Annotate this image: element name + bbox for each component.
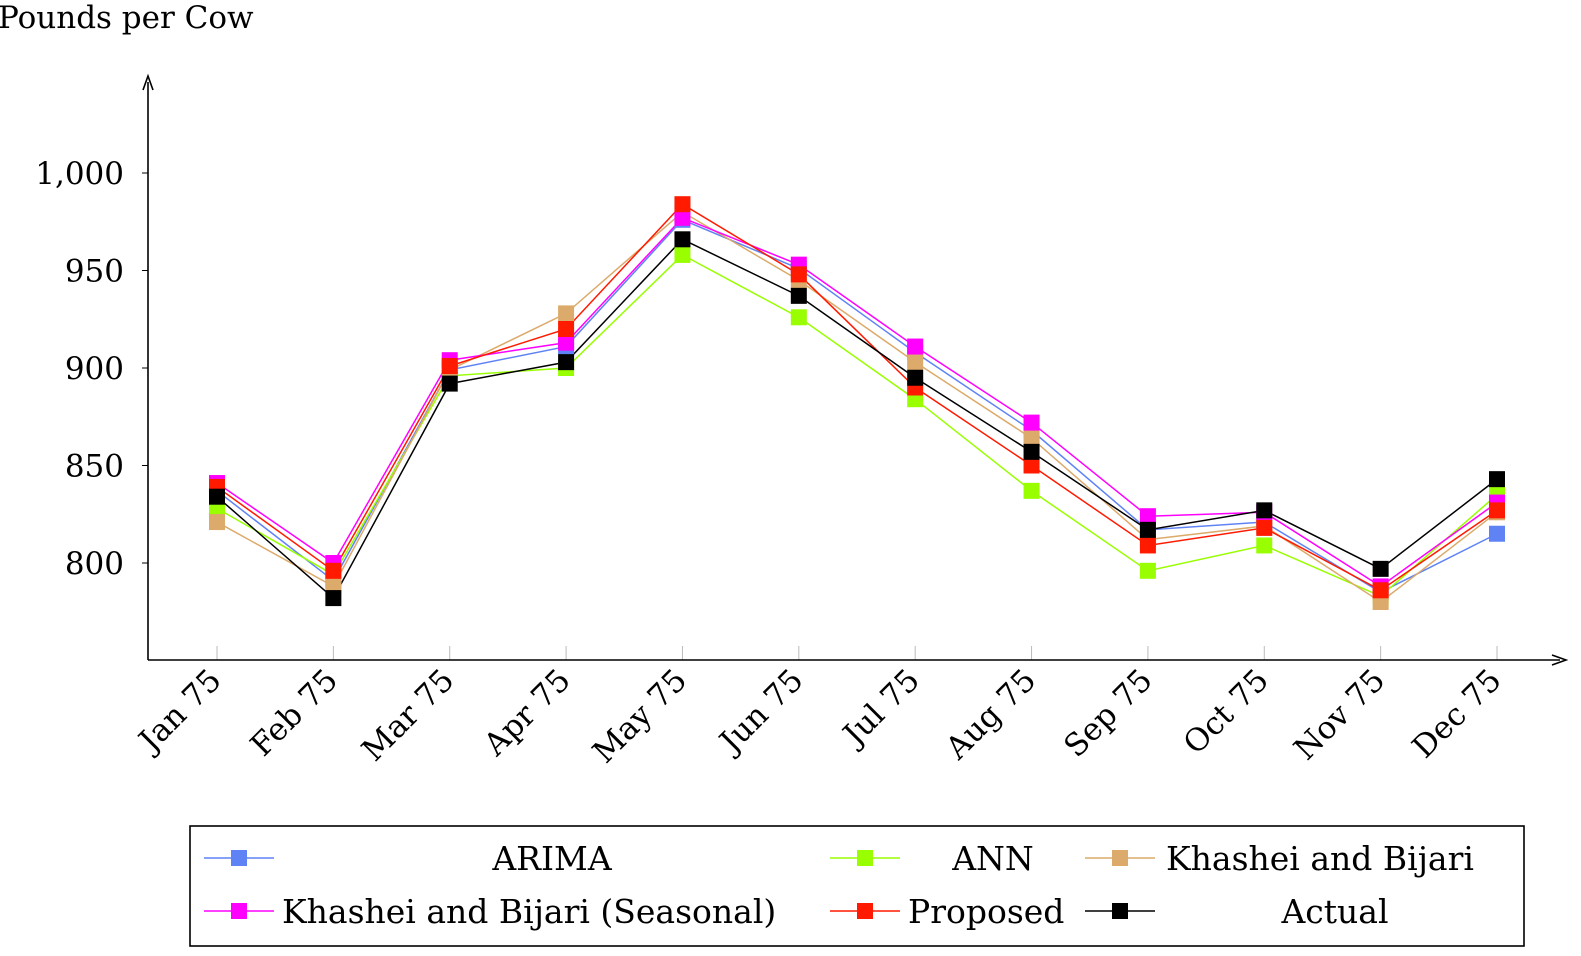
data-point	[325, 562, 342, 579]
data-point	[1372, 560, 1389, 577]
data-point	[1023, 457, 1040, 474]
series-line-1	[216, 253, 1498, 598]
x-tick-label: Jul 75	[834, 662, 926, 754]
legend-box	[189, 825, 1525, 947]
legend-label: Khashei and Bijari	[1166, 839, 1474, 878]
data-point	[790, 287, 807, 304]
x-tick-label: Dec 75	[1406, 662, 1509, 765]
series-line-5	[216, 238, 1498, 600]
data-point	[1139, 521, 1156, 538]
legend-marker	[231, 903, 247, 919]
data-point	[325, 590, 342, 607]
y-tick-label: 800	[65, 546, 124, 582]
legend-marker	[1112, 850, 1128, 866]
data-point	[1023, 414, 1040, 431]
data-point	[441, 375, 458, 392]
y-tick-label: 950	[65, 254, 124, 290]
series-line-3	[216, 216, 1498, 588]
legend-label: ARIMA	[491, 839, 613, 878]
series-line-4	[216, 203, 1498, 592]
data-point	[558, 321, 575, 337]
y-tick-label: 1,000	[35, 156, 124, 192]
data-point	[674, 209, 691, 226]
data-point	[1023, 443, 1040, 460]
data-point	[1256, 519, 1273, 536]
x-tick-label: Oct 75	[1177, 662, 1276, 761]
series-line-0	[216, 218, 1498, 594]
x-axis-arrow	[1551, 654, 1569, 666]
x-tick-label: Aug 75	[938, 662, 1043, 767]
x-tick-label: Sep 75	[1057, 662, 1159, 764]
data-point	[1139, 537, 1156, 554]
data-point	[1023, 482, 1040, 499]
legend-marker	[857, 903, 873, 919]
data-point	[907, 369, 924, 386]
x-tick-label: Jan 75	[130, 662, 228, 760]
legend-label: Khashei and Bijari (Seasonal)	[282, 892, 776, 931]
legend-marker	[231, 850, 247, 866]
data-point	[1256, 537, 1273, 554]
data-point	[209, 488, 225, 505]
legend-marker	[1112, 903, 1128, 919]
data-point	[907, 338, 924, 355]
data-point	[1489, 471, 1505, 488]
data-point	[1139, 562, 1156, 579]
y-axis-label: Pounds per Cow	[0, 0, 254, 36]
data-point	[1023, 430, 1040, 447]
data-point	[558, 305, 575, 322]
y-axis-arrow	[142, 73, 154, 91]
data-point	[790, 309, 807, 326]
data-point	[1489, 525, 1505, 542]
x-tick-label: Jun 75	[711, 662, 810, 761]
series-line-2	[216, 211, 1498, 603]
data-point	[441, 358, 458, 375]
data-point	[1256, 502, 1273, 519]
x-tick-label: Feb 75	[244, 662, 345, 763]
legend-label: ANN	[951, 839, 1034, 878]
data-point	[907, 354, 924, 371]
data-point	[1489, 502, 1505, 519]
x-tick-label: May 75	[586, 662, 694, 770]
y-tick-label: 900	[65, 351, 124, 387]
x-tick-label: Mar 75	[355, 662, 461, 768]
data-point	[209, 514, 225, 531]
data-point	[674, 246, 691, 263]
data-point	[674, 196, 691, 213]
data-point	[558, 334, 575, 351]
data-point	[790, 266, 807, 283]
legend-marker	[857, 850, 873, 866]
data-point	[674, 231, 691, 248]
data-point	[558, 354, 575, 371]
x-tick-label: Nov 75	[1287, 662, 1392, 767]
legend-label: Proposed	[908, 892, 1064, 931]
y-tick-label: 850	[65, 449, 124, 485]
data-point	[1139, 508, 1156, 525]
x-tick-label: Apr 75	[476, 662, 577, 763]
legend: ARIMA ANN Khashei and Bijari Khashei and Bi…	[189, 825, 1525, 947]
data-point	[1372, 582, 1389, 599]
legend-label: Actual	[1280, 892, 1388, 931]
